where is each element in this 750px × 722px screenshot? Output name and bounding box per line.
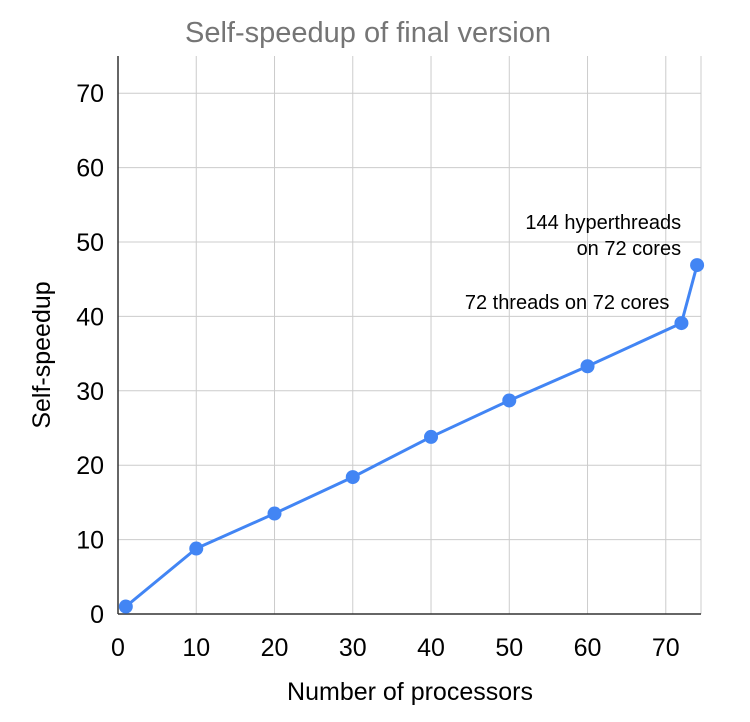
y-tick-label: 60 <box>76 155 104 183</box>
data-point <box>502 393 517 408</box>
annotation-label: on 72 cores <box>577 238 682 260</box>
y-tick-label: 40 <box>76 303 104 331</box>
x-tick-label: 50 <box>495 634 523 662</box>
y-tick-label: 70 <box>76 80 104 108</box>
x-tick-label: 30 <box>339 634 367 662</box>
x-tick-label: 20 <box>261 634 289 662</box>
y-tick-label: 0 <box>90 601 104 629</box>
annotations: 72 threads on 72 cores 144 hyperthreads on… <box>465 212 681 314</box>
data-point <box>345 470 360 485</box>
x-tick-label: 60 <box>574 634 602 662</box>
data-point <box>674 316 689 331</box>
annotation-label: 144 hyperthreads <box>525 212 681 234</box>
y-tick-label: 20 <box>76 452 104 480</box>
series-layer <box>118 258 705 614</box>
data-point <box>690 258 705 273</box>
annotation-label: 72 threads on 72 cores <box>465 292 670 314</box>
data-point <box>118 599 133 614</box>
x-tick-label: 40 <box>417 634 445 662</box>
y-tick-label: 50 <box>76 229 104 257</box>
x-tick-label: 10 <box>182 634 210 662</box>
x-tick-label: 0 <box>111 634 125 662</box>
data-point <box>189 541 204 556</box>
axes <box>117 56 701 615</box>
data-point <box>267 506 282 521</box>
tick-labels: 0 10 20 30 40 50 60 70 0 10 20 30 40 50 60 70 <box>76 80 680 662</box>
x-axis-title: Number of processors <box>287 678 533 706</box>
data-point <box>580 359 595 374</box>
y-tick-label: 10 <box>76 527 104 555</box>
y-tick-label: 30 <box>76 378 104 406</box>
data-point <box>424 429 439 444</box>
chart-title: Self-speedup of final version <box>185 17 551 49</box>
gridlines <box>118 56 702 614</box>
y-axis-title: Self-speedup <box>28 281 56 428</box>
x-tick-label: 70 <box>652 634 680 662</box>
